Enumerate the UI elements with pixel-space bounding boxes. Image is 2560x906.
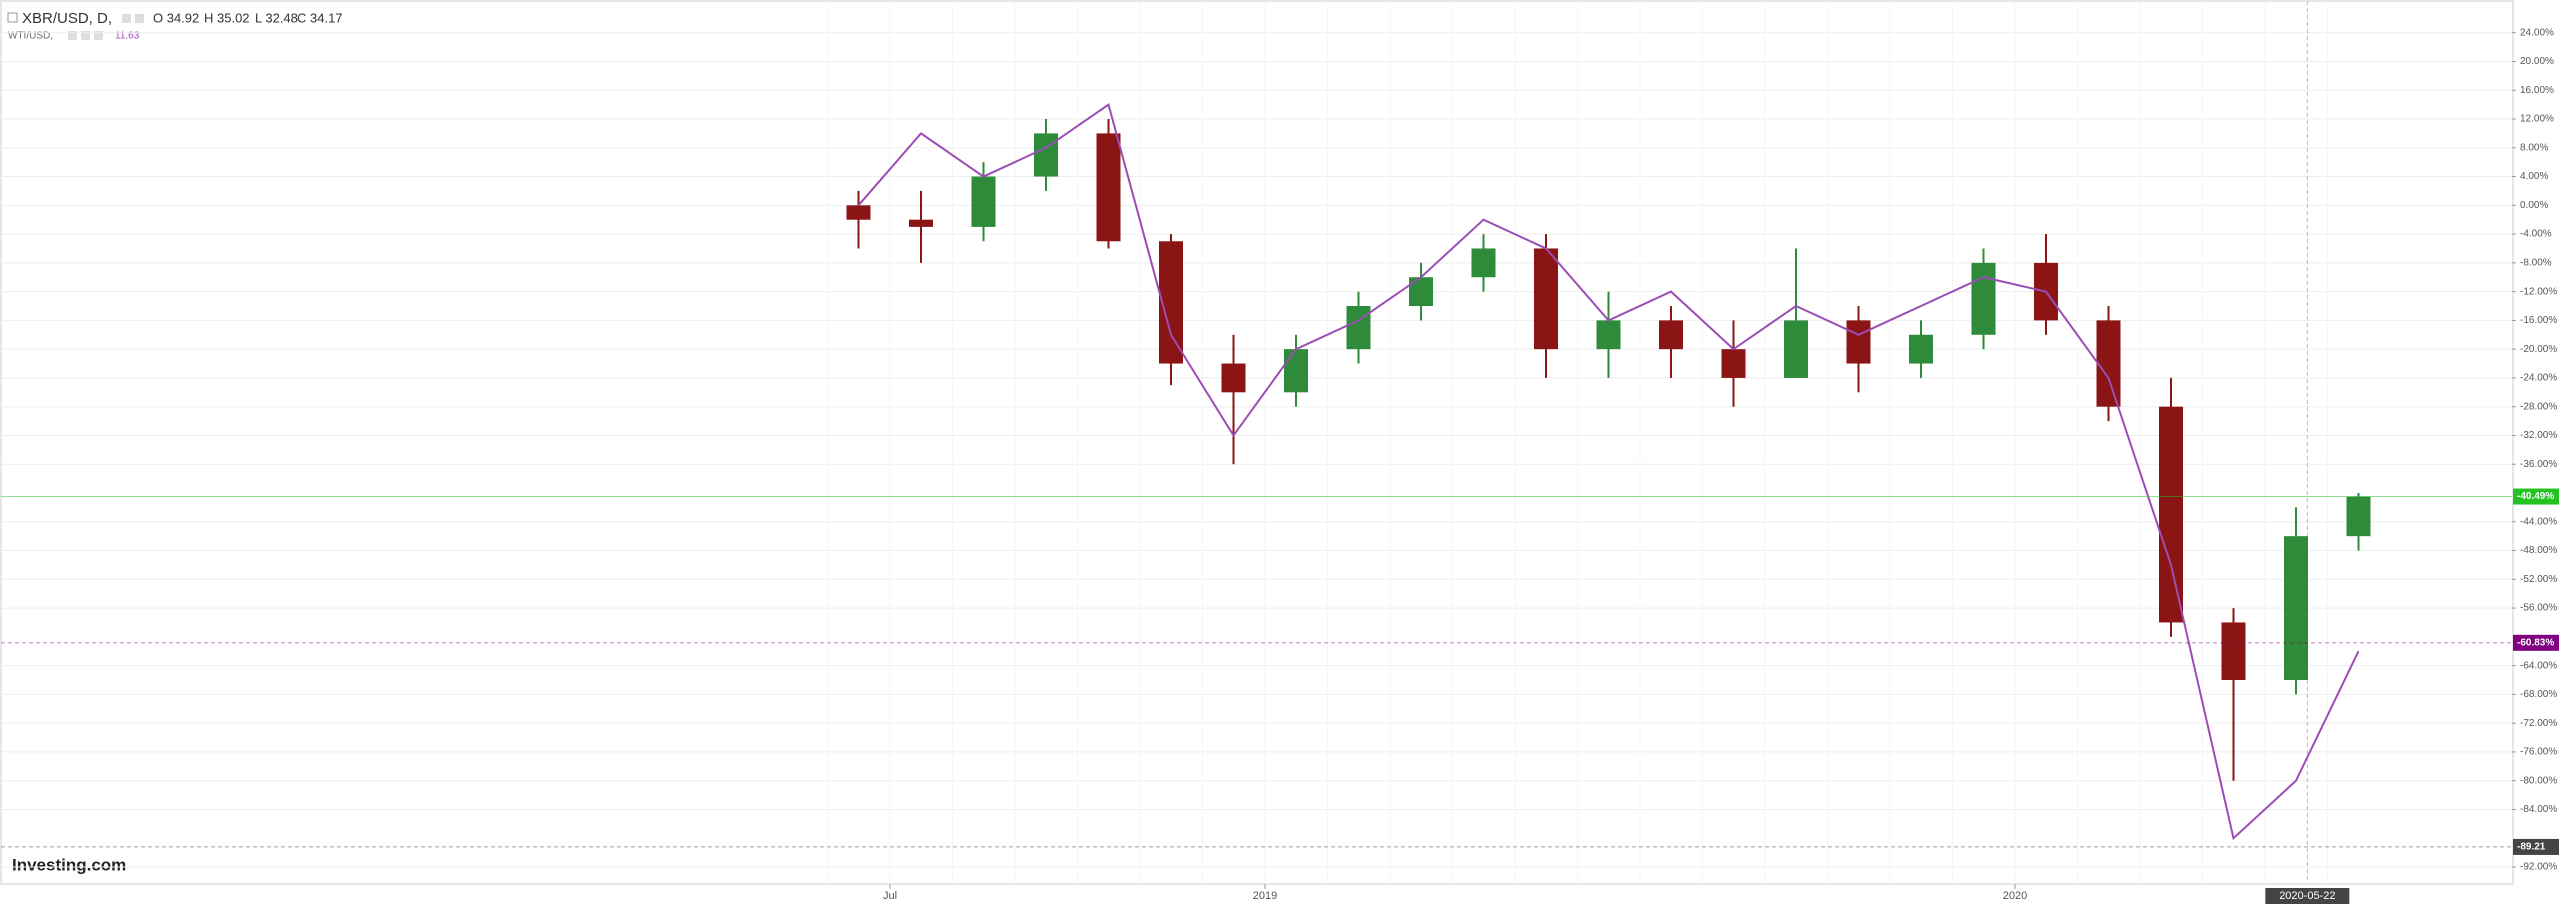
candle-body <box>1971 262 1996 335</box>
y-tick-label: -52.00% <box>2520 574 2557 585</box>
x-tick-label: Jul <box>883 890 897 902</box>
y-tick-label: -32.00% <box>2520 430 2557 441</box>
y-tick-label: -72.00% <box>2520 718 2557 729</box>
candle-body <box>1659 320 1683 350</box>
y-tick-label: -56.00% <box>2520 603 2557 614</box>
compare-value: 11.63 <box>115 31 140 42</box>
y-tick-label: -92.00% <box>2520 862 2557 873</box>
y-tick-label: -24.00% <box>2520 373 2557 384</box>
y-tick-label: -80.00% <box>2520 775 2557 786</box>
candle-body <box>1409 277 1433 307</box>
y-tick-label: 24.00% <box>2520 27 2554 38</box>
icon[interactable] <box>135 14 144 23</box>
icon[interactable] <box>122 14 131 23</box>
x-tick-label: 2019 <box>1253 890 1277 902</box>
candle-body <box>909 219 933 227</box>
price-label: -89.21 <box>2517 842 2546 853</box>
cursor-label: 2020-05-22 <box>2279 890 2335 902</box>
candle-body <box>1534 248 1558 350</box>
ohlc-open: O 34.92 <box>153 10 199 25</box>
ohlc-low: L 32.48 <box>255 10 298 25</box>
icon[interactable] <box>81 31 90 40</box>
y-tick-label: -76.00% <box>2520 747 2557 758</box>
y-tick-label: -28.00% <box>2520 401 2557 412</box>
x-tick-label: 2020 <box>2003 890 2027 902</box>
candle-body <box>1846 320 1871 364</box>
icon[interactable] <box>94 31 103 40</box>
candle-body <box>971 176 996 227</box>
y-tick-label: 4.00% <box>2520 171 2548 182</box>
y-tick-label: -16.00% <box>2520 315 2557 326</box>
candle-body <box>2221 622 2246 681</box>
price-badge <box>2513 838 2559 855</box>
candle-body <box>1471 248 1496 278</box>
candle-body <box>1034 133 1058 177</box>
y-tick-label: -36.00% <box>2520 459 2557 470</box>
candle-body <box>1784 320 1808 378</box>
compare-line <box>857 102 2360 841</box>
candle-body <box>1346 306 1371 350</box>
y-tick-label: -48.00% <box>2520 545 2557 556</box>
candle-body <box>1096 133 1121 242</box>
candle-body <box>1284 349 1308 393</box>
y-tick-label: -20.00% <box>2520 344 2557 355</box>
price-badge <box>2513 488 2559 505</box>
icon[interactable] <box>68 31 77 40</box>
collapse-icon[interactable] <box>7 12 18 23</box>
compare-symbol: WTI/USD, <box>8 31 53 42</box>
plot-frame <box>0 0 2514 885</box>
price-label: -40.49% <box>2517 491 2554 502</box>
y-tick-label: 16.00% <box>2520 85 2554 96</box>
candle-body <box>1721 349 1746 378</box>
candle-body <box>1596 320 1621 350</box>
candle-body <box>2096 320 2121 407</box>
y-tick-label: -84.00% <box>2520 804 2557 815</box>
candle-body <box>1221 363 1246 393</box>
y-tick-label: 8.00% <box>2520 142 2548 153</box>
candle-body <box>2346 496 2371 537</box>
ohlc-close: C 34.17 <box>297 10 343 25</box>
logo: Investing.com <box>12 855 126 874</box>
y-tick-label: 12.00% <box>2520 114 2554 125</box>
candle-body <box>846 205 871 220</box>
y-tick-label: -4.00% <box>2520 229 2552 240</box>
y-tick-label: -64.00% <box>2520 660 2557 671</box>
y-tick-label: 0.00% <box>2520 200 2548 211</box>
y-tick-label: -44.00% <box>2520 516 2557 527</box>
y-tick-label: -68.00% <box>2520 689 2557 700</box>
price-label: -60.83% <box>2517 637 2554 648</box>
candle-body <box>2159 406 2183 623</box>
price-badge <box>2513 634 2559 651</box>
y-tick-label: -8.00% <box>2520 257 2552 268</box>
y-tick-label: 20.00% <box>2520 56 2554 67</box>
symbol: XBR/USD, D, <box>22 10 112 27</box>
ohlc-high: H 35.02 <box>204 10 250 25</box>
candle-body <box>2284 536 2308 681</box>
y-tick-label: -12.00% <box>2520 286 2557 297</box>
cursor-badge <box>2265 888 2350 904</box>
candle-body <box>1909 334 1933 364</box>
